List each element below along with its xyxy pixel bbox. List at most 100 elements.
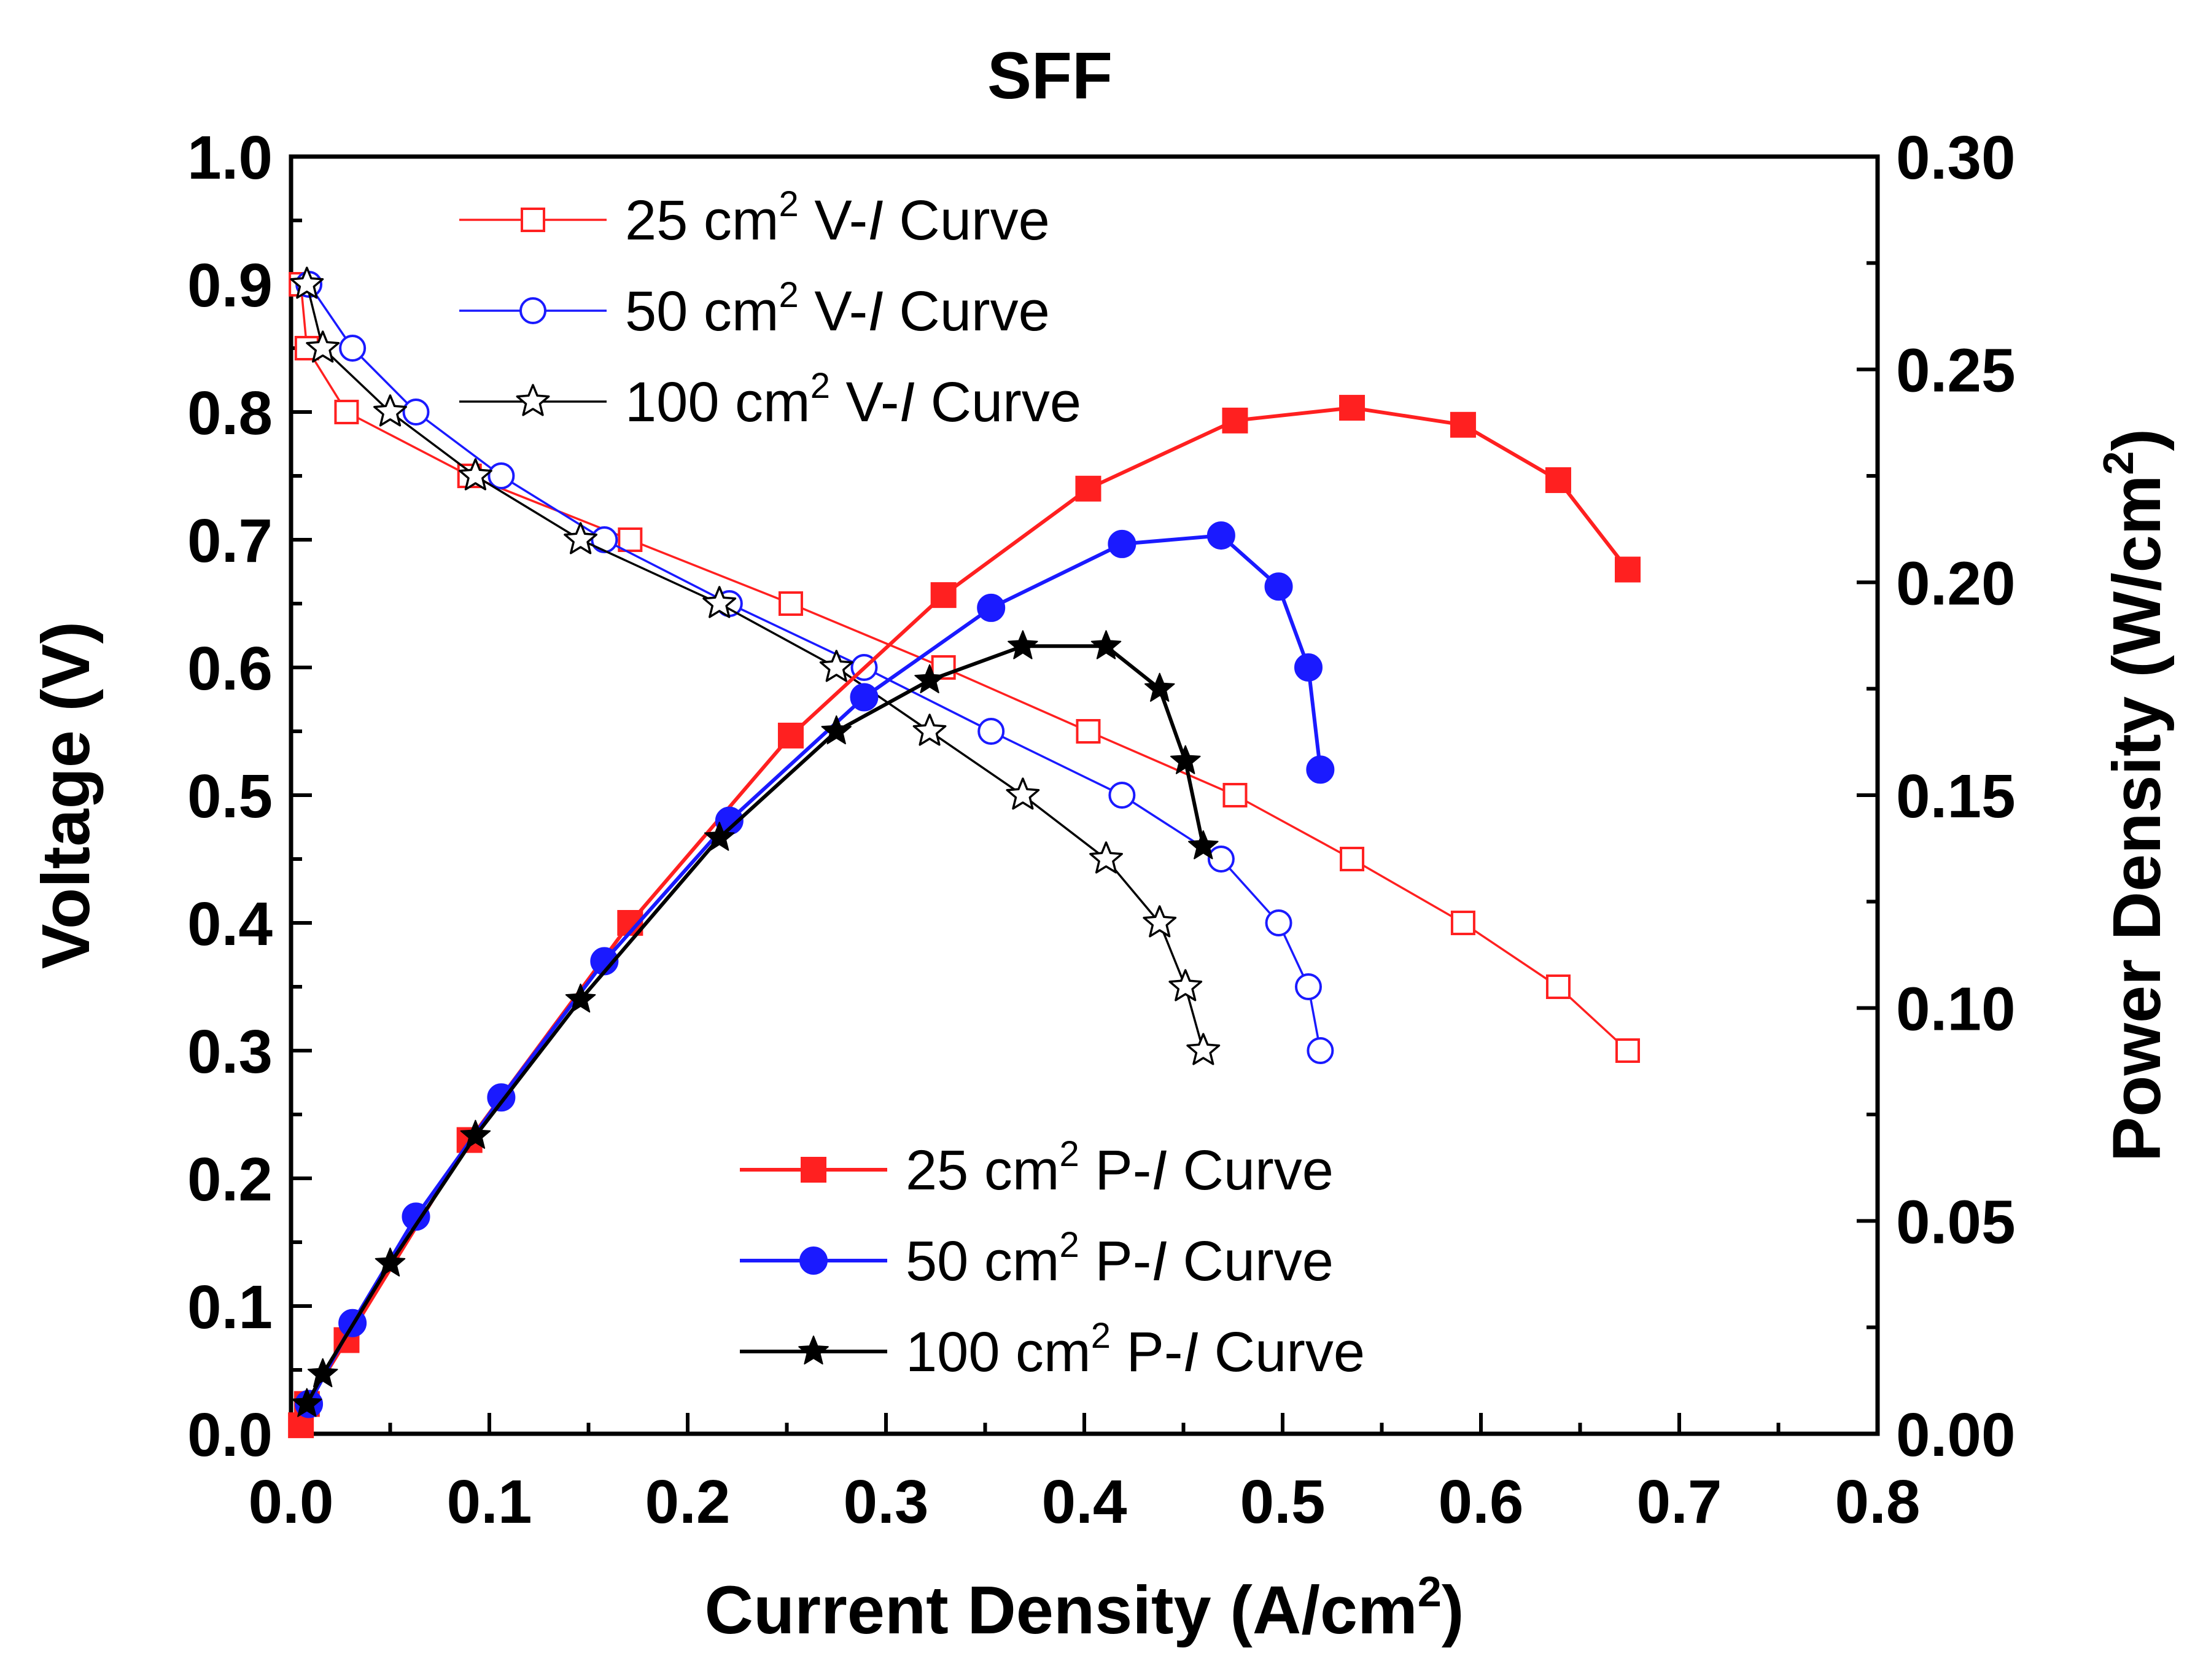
y2-tick-label: 0.10 xyxy=(1896,975,2016,1044)
data-point-p25 xyxy=(930,582,957,609)
x-tick-label: 0.3 xyxy=(843,1468,928,1536)
y-tick-label: 0.3 xyxy=(187,1017,273,1086)
data-point-v100 xyxy=(1006,777,1040,810)
data-point-p100 xyxy=(1170,745,1201,774)
data-point-v25 xyxy=(1545,974,1571,999)
legend-label-part: 2 xyxy=(810,366,830,406)
y-axis-label: Voltage (V) xyxy=(28,621,104,969)
data-point-p25 xyxy=(1615,556,1641,583)
legend-label-part: Curve xyxy=(1199,1321,1365,1383)
data-point-v100 xyxy=(1143,905,1177,938)
data-point-p100 xyxy=(292,1388,322,1417)
data-point-p25 xyxy=(1545,467,1571,493)
data-point-p100 xyxy=(1144,672,1175,702)
data-point-v100 xyxy=(373,394,407,427)
legend-label-part: 50 cm xyxy=(906,1230,1060,1293)
series-p100 xyxy=(292,630,1219,1417)
x-tick-label: 0.2 xyxy=(645,1468,730,1536)
legend-label-p25: 25 cm2 P-I Curve xyxy=(906,1134,1334,1202)
legend-item-p100: 100 cm2 P-I Curve xyxy=(740,1316,1365,1383)
legend-label-part: P- xyxy=(1111,1321,1183,1383)
legend-label-part: 2 xyxy=(1060,1225,1079,1265)
legend-label-part: 2 xyxy=(1091,1316,1111,1356)
y2-tick-label: 0.20 xyxy=(1896,549,2016,618)
legend-label-part: 2 xyxy=(779,184,799,224)
data-point-v100 xyxy=(564,522,598,554)
legend-label-part: I xyxy=(868,280,884,343)
legend-label-part: I xyxy=(899,371,915,434)
data-point-v50 xyxy=(1307,1037,1334,1064)
x-tick-label: 0.1 xyxy=(446,1468,532,1536)
data-point-p100 xyxy=(704,822,735,851)
y-tick-label: 0.4 xyxy=(187,890,273,959)
legend-label-part: I xyxy=(1151,1139,1167,1202)
y-tick-label: 0.2 xyxy=(187,1145,273,1214)
y2-tick-label: 0.30 xyxy=(1896,123,2016,192)
x-tick-label: 0.0 xyxy=(248,1468,333,1536)
data-point-p50 xyxy=(977,593,1006,622)
data-point-v50 xyxy=(1294,973,1322,1000)
data-point-v100 xyxy=(702,586,737,618)
legend-label-part: 100 cm xyxy=(625,371,810,434)
data-point-p50 xyxy=(1108,529,1136,558)
data-point-p100 xyxy=(914,664,945,693)
data-point-v50 xyxy=(591,526,618,553)
data-point-v25 xyxy=(1450,911,1475,935)
data-point-p25 xyxy=(1450,411,1476,438)
legend-marker-v50 xyxy=(519,297,546,324)
legend-item-p25: 25 cm2 P-I Curve xyxy=(740,1134,1334,1202)
data-point-v25 xyxy=(1615,1038,1641,1063)
data-point-v25 xyxy=(1340,847,1365,871)
data-point-v25 xyxy=(1076,719,1101,744)
data-point-v50 xyxy=(1207,846,1235,873)
data-point-p50 xyxy=(487,1083,516,1112)
legend-marker-v25 xyxy=(521,208,545,232)
legend-item-v50: 50 cm2 V-I Curve xyxy=(459,275,1050,343)
y2-axis-label-sup: 2 xyxy=(2094,451,2142,475)
data-point-p25 xyxy=(1339,395,1366,421)
legend-label-part: I xyxy=(868,189,884,252)
legend-label-part: Curve xyxy=(884,280,1050,343)
chart-title: SFF xyxy=(987,38,1113,112)
legend-label-part: V- xyxy=(830,371,899,434)
y-tick-label: 0.9 xyxy=(187,251,273,320)
data-point-v100 xyxy=(290,266,324,299)
legend-label-part: 25 cm xyxy=(625,189,779,252)
y2-axis-label: Power Density (W/cm2) xyxy=(2094,429,2175,1162)
data-point-p100 xyxy=(307,1358,338,1388)
y-tick-label: 0.0 xyxy=(187,1401,273,1469)
legend-item-v100: 100 cm2 V-I Curve xyxy=(459,366,1081,434)
x-tick-label: 0.8 xyxy=(1835,1468,1920,1536)
legend-label-part: P- xyxy=(1079,1139,1152,1202)
legend-label-v25: 25 cm2 V-I Curve xyxy=(625,184,1050,252)
data-point-p100 xyxy=(1188,830,1219,860)
legend-label-part: 25 cm xyxy=(906,1139,1060,1202)
legend-label-part: P- xyxy=(1079,1230,1152,1293)
data-point-p50 xyxy=(1306,755,1335,784)
data-point-p50 xyxy=(1294,653,1323,682)
data-point-p100 xyxy=(565,983,596,1013)
y-tick-label: 0.5 xyxy=(187,762,273,831)
series-v100 xyxy=(290,266,1221,1065)
data-point-v25 xyxy=(618,527,643,552)
legend-label-part: I xyxy=(1183,1321,1199,1383)
data-point-v50 xyxy=(977,718,1005,745)
legend-label-p50: 50 cm2 P-I Curve xyxy=(906,1225,1334,1293)
legend-label-part: I xyxy=(1151,1230,1167,1293)
data-point-v100 xyxy=(306,330,340,363)
data-point-p100 xyxy=(460,1119,491,1149)
x-tick-label: 0.7 xyxy=(1636,1468,1722,1536)
series-layer xyxy=(288,266,1641,1439)
data-point-p25 xyxy=(777,722,804,749)
legend-marker-v100 xyxy=(516,384,550,416)
y-tick-label: 0.6 xyxy=(187,634,273,703)
data-point-v100 xyxy=(1089,841,1123,874)
legend-label-part: 100 cm xyxy=(906,1321,1091,1383)
legend-label-v50: 50 cm2 V-I Curve xyxy=(625,275,1050,343)
data-point-v25 xyxy=(778,591,803,616)
legend-label-v100: 100 cm2 V-I Curve xyxy=(625,366,1081,434)
